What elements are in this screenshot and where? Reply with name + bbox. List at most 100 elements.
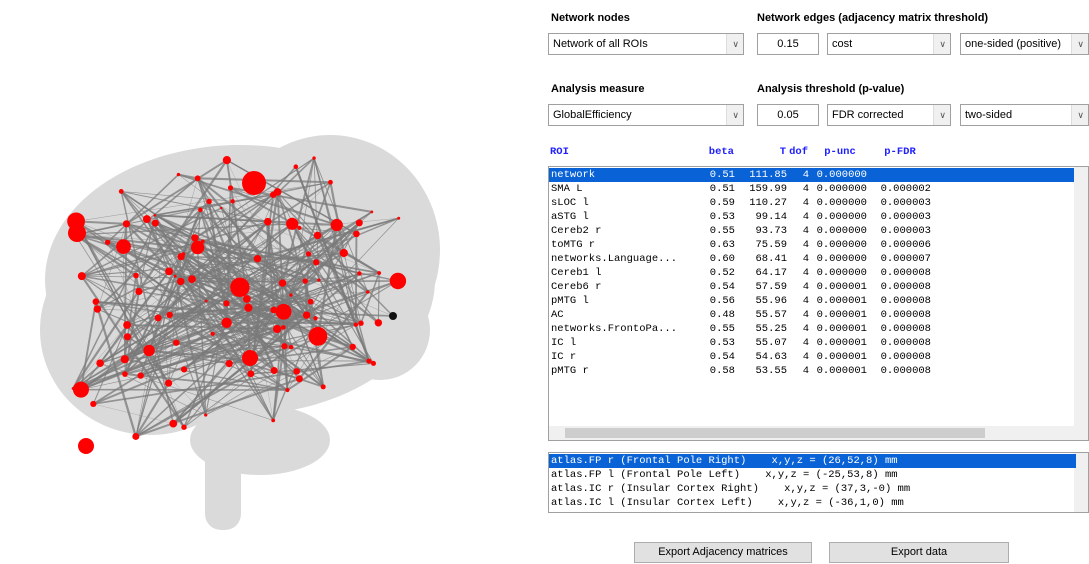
table-cell: 0.000001: [815, 294, 867, 308]
dropdown[interactable]: Network of all ROIs∨: [548, 33, 744, 55]
node: [357, 271, 361, 275]
dropdown[interactable]: GlobalEfficiency∨: [548, 104, 744, 126]
node: [221, 318, 231, 328]
node: [354, 322, 358, 326]
table-cell: 0.52: [689, 266, 735, 280]
dropdown[interactable]: cost∨: [827, 33, 951, 55]
table-cell: network: [551, 168, 701, 182]
dropdown[interactable]: FDR corrected∨: [827, 104, 951, 126]
text-box[interactable]: 0.15: [757, 33, 819, 55]
node: [313, 316, 317, 320]
table-cell: 0.51: [689, 182, 735, 196]
dropdown[interactable]: two-sided∨: [960, 104, 1089, 126]
dropdown-arrow: ∨: [939, 105, 946, 125]
node: [279, 279, 286, 286]
button[interactable]: Export Adjacency matrices: [634, 542, 812, 563]
table-cell: 68.41: [739, 252, 787, 266]
dropdown[interactable]: one-sided (positive)∨: [960, 33, 1089, 55]
node: [181, 366, 187, 372]
table-cell: 0.000008: [871, 336, 931, 350]
table-cell: 0.000002: [871, 182, 931, 196]
table-cell: SMA L: [551, 182, 701, 196]
node: [308, 327, 327, 346]
table-cell: 0.48: [689, 308, 735, 322]
vertical-scrollbar[interactable]: [1074, 167, 1088, 426]
table-cell: 0.000000: [815, 196, 867, 210]
node: [285, 388, 289, 392]
node: [242, 171, 266, 195]
atlas-row[interactable]: atlas.IC l (Insular Cortex Left) x,y,z =…: [549, 496, 1076, 510]
node: [226, 360, 233, 367]
table-cell: 0.000001: [815, 336, 867, 350]
node: [371, 361, 376, 366]
table-cell: 0.000001: [815, 364, 867, 378]
node: [296, 375, 303, 382]
horizontal-scrollbar[interactable]: [549, 426, 1088, 440]
node: [293, 368, 300, 375]
table-cell: 0.000000: [815, 266, 867, 280]
node: [220, 207, 222, 209]
node: [206, 199, 211, 204]
node: [297, 226, 301, 230]
scroll-thumb[interactable]: [565, 428, 985, 438]
node: [366, 290, 369, 293]
atlas-row[interactable]: atlas.FP l (Frontal Pole Left) x,y,z = (…: [549, 468, 1076, 482]
node: [132, 433, 139, 440]
atlas-row[interactable]: atlas.IC r (Insular Cortex Right) x,y,z …: [549, 482, 1076, 496]
table-cell: pMTG r: [551, 364, 701, 378]
table-cell: IC l: [551, 336, 701, 350]
node: [223, 300, 229, 306]
atlas-list[interactable]: atlas.FP r (Frontal Pole Right) x,y,z = …: [548, 452, 1089, 513]
table-cell: 0.63: [689, 238, 735, 252]
table-cell: 4: [789, 266, 809, 280]
node: [165, 380, 172, 387]
node: [188, 275, 196, 283]
column-header: beta: [688, 146, 734, 158]
button[interactable]: Export data: [829, 542, 1009, 563]
column-header: ROI: [550, 146, 700, 158]
table-cell: networks.Language...: [551, 252, 701, 266]
text-box[interactable]: 0.05: [757, 104, 819, 126]
table-cell: 0.000008: [871, 266, 931, 280]
node: [93, 298, 100, 305]
label: Analysis threshold (p-value): [757, 83, 904, 95]
node: [173, 339, 179, 345]
table-cell: 111.85: [739, 168, 787, 182]
table-cell: 159.99: [739, 182, 787, 196]
table-cell: 0.58: [689, 364, 735, 378]
node: [122, 371, 128, 377]
table-cell: networks.FrontoPa...: [551, 322, 701, 336]
node: [243, 295, 251, 303]
dropdown-value: cost: [832, 38, 852, 50]
table-cell: 55.25: [739, 322, 787, 336]
atlas-row[interactable]: atlas.FP r (Frontal Pole Right) x,y,z = …: [549, 454, 1076, 468]
node: [312, 156, 315, 159]
vertical-scrollbar[interactable]: [1074, 453, 1088, 512]
table-cell: 57.59: [739, 280, 787, 294]
table-cell: 0.51: [689, 168, 735, 182]
table-cell: 4: [789, 238, 809, 252]
node: [308, 299, 314, 305]
table-cell: 55.07: [739, 336, 787, 350]
table-cell: 4: [789, 196, 809, 210]
node: [152, 220, 159, 227]
column-header: p-unc: [814, 146, 866, 158]
table-cell: pMTG l: [551, 294, 701, 308]
table-cell: 4: [789, 280, 809, 294]
